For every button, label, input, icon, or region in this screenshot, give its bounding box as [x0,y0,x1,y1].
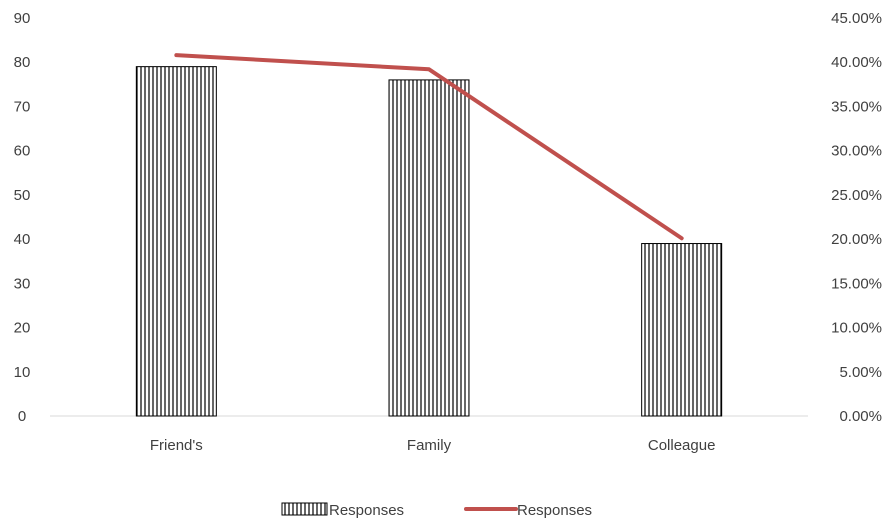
bar-series [135,66,723,417]
right-axis-tick-label: 40.00% [831,54,882,71]
bar [641,243,723,417]
right-axis-tick-label: 35.00% [831,98,882,115]
left-axis-tick-label: 50 [14,187,31,204]
left-axis-tick-label: 20 [14,320,31,337]
x-axis-tick-label: Colleague [648,437,716,454]
right-axis-tick-label: 20.00% [831,231,882,248]
left-axis-tick-label: 0 [18,408,26,425]
right-axis-tick-label: 5.00% [839,364,882,381]
legend-bar-swatch [281,502,328,516]
x-axis-tick-label: Family [407,437,452,454]
left-axis-tick-label: 60 [14,143,31,160]
right-axis-tick-label: 0.00% [839,408,882,425]
left-axis-tick-label: 40 [14,231,31,248]
legend-label-line: Responses [517,502,592,519]
left-axis-tick-label: 70 [14,98,31,115]
legend-label-bar: Responses [329,502,404,519]
x-axis: Friend's Family Colleague [150,437,716,454]
left-axis-tick-label: 10 [14,364,31,381]
left-axis-tick-label: 80 [14,54,31,71]
legend: Responses Responses [281,502,592,519]
right-axis-tick-label: 15.00% [831,275,882,292]
right-axis: 0.00% 5.00% 10.00% 15.00% 20.00% 25.00% 30.00%… [831,10,882,425]
line-series [174,53,684,241]
right-axis-tick-label: 45.00% [831,10,882,27]
left-axis-tick-label: 90 [14,10,31,27]
x-axis-tick-label: Friend's [150,437,203,454]
right-axis-tick-label: 30.00% [831,143,882,160]
right-axis-tick-label: 25.00% [831,187,882,204]
right-axis-tick-label: 10.00% [831,320,882,337]
bar [135,66,217,417]
left-axis-tick-label: 30 [14,275,31,292]
left-axis: 0 10 20 30 40 50 60 70 80 90 [14,10,31,425]
bar [388,79,470,417]
